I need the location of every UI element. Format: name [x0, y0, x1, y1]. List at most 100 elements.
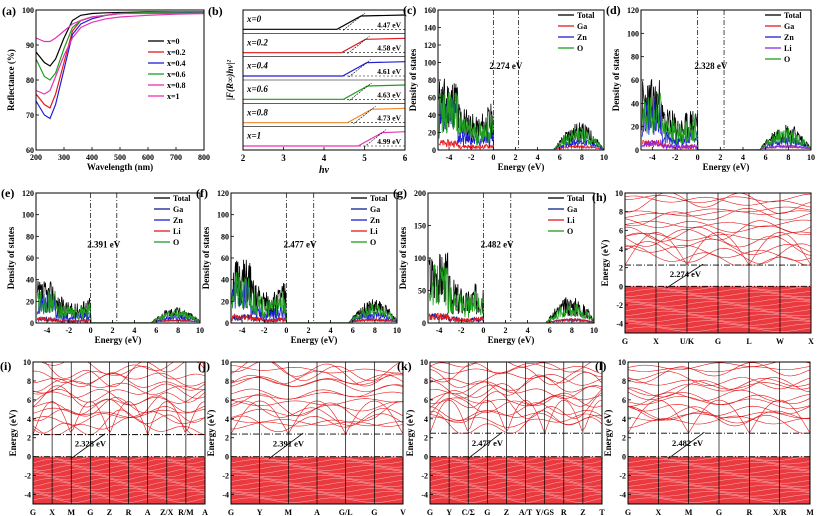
series-line-0	[35, 11, 204, 67]
x-tick-label: 0	[696, 153, 700, 162]
legend-entry: Li	[173, 227, 181, 236]
kpoint-label: G	[715, 337, 721, 346]
y-tick-label: -4	[421, 491, 428, 500]
x-tick-label: 8	[176, 326, 180, 335]
kpoint-label: Y	[257, 508, 263, 516]
panel-label: (g)	[393, 186, 407, 200]
x-tick-label: -2	[468, 153, 475, 162]
kpoint-label: A	[202, 508, 208, 516]
y-tick-label: 40	[428, 111, 436, 120]
x-axis-label: Energy (eV)	[703, 162, 750, 172]
x-tick-label: 300	[58, 153, 70, 162]
y-tick-label: 100	[414, 254, 426, 263]
y-tick-label: 0	[225, 319, 229, 328]
y-tick-label: 20	[221, 297, 229, 306]
tangent-line	[342, 12, 366, 31]
conduction-band	[32, 395, 206, 416]
valence-band	[429, 494, 603, 500]
band-gap-label: 2.391 eV	[273, 438, 305, 448]
panel-label: (e)	[1, 186, 14, 200]
band-gap-label: 2.328 eV	[75, 439, 107, 449]
conduction-band	[32, 409, 205, 435]
legend-entry: Ga	[173, 205, 183, 214]
panel-l: G X M G R X/R M 2.482 eV -4 -2 0 2 4 6 8 10 Energy (eV) (…	[595, 358, 814, 516]
kpoint-label: L	[746, 337, 751, 346]
y-axis-label: Density of states	[408, 48, 418, 111]
conduction-band	[32, 416, 206, 435]
legend-entry: x=0.8	[167, 81, 186, 90]
kpoint-label: W	[776, 337, 784, 346]
panel-j: G Y M A G/L G V 2.391 eV -4 -2 0 2 4 6 8 10 Energy (eV) (…	[198, 358, 406, 516]
y-tick-label: 4	[27, 415, 31, 424]
x-tick-label: 8	[580, 153, 584, 162]
y-tick-label: 2	[424, 434, 428, 443]
legend-entry: Total	[784, 11, 802, 20]
band-gap-label: 2.328 eV	[694, 61, 727, 71]
tangent-line	[353, 106, 376, 124]
y-tick-label: 150	[414, 222, 426, 231]
x-tick-label: 500	[114, 153, 126, 162]
valence-band	[32, 468, 206, 474]
panel-h: G X U/K G L W X 2.274 eV -4 -2 0 2 4 6 8 10 Energy (eV) (…	[592, 189, 814, 346]
x-tick-label: 6	[403, 153, 408, 163]
legend-entry: x=0.4	[167, 59, 186, 68]
kpoint-label: Y	[446, 508, 452, 516]
valence-band	[429, 455, 603, 461]
y-tick-label: 2	[225, 434, 229, 443]
kpoint-label: M	[806, 508, 814, 516]
y-tick-label: -2	[619, 472, 626, 481]
legend-entry: Ga	[784, 22, 794, 31]
panel-label: (c)	[403, 3, 416, 17]
y-tick-label: 6	[424, 396, 428, 405]
y-tick-label: 6	[619, 226, 623, 235]
legend-entry: Zn	[173, 216, 183, 225]
valence-band	[32, 481, 206, 487]
valence-band-block	[33, 456, 205, 504]
gap-arrow	[667, 431, 705, 459]
band-gap-label: 2.391 eV	[87, 240, 120, 250]
y-tick-label: 40	[26, 276, 34, 285]
x-tick-label: 8	[373, 326, 377, 335]
x-tick-label: 600	[142, 153, 154, 162]
conduction-band	[32, 385, 206, 418]
gap-value: 4.99 eV	[377, 137, 401, 146]
x-tick-label: 800	[198, 153, 210, 162]
x-tick-label: 2	[513, 153, 517, 162]
x-tick-label: -2	[261, 326, 268, 335]
valence-band	[429, 471, 603, 478]
series-line-4	[35, 12, 205, 95]
kpoint-label: G	[30, 508, 36, 516]
x-tick-label: 3	[281, 153, 286, 163]
x-tick-label: 2	[306, 326, 310, 335]
valence-band	[429, 478, 603, 484]
kpoint-label: U/K	[680, 337, 695, 346]
x-tick-label: 6	[764, 153, 768, 162]
kpoint-label: M	[685, 508, 693, 516]
gap-value: 4.61 eV	[377, 67, 401, 76]
valence-band	[32, 491, 206, 497]
y-axis-label: Reflectance (%)	[6, 49, 16, 111]
valence-band	[32, 475, 206, 481]
panel-label: (d)	[606, 3, 621, 17]
y-tick-label: 120	[22, 189, 34, 198]
tauc-curve-3	[243, 84, 406, 100]
x-tick-label: -4	[436, 326, 443, 335]
gap-value: 4.47 eV	[377, 20, 401, 29]
legend-entry: Zn	[784, 33, 794, 42]
conduction-band	[429, 375, 603, 399]
kpoint-label: G	[427, 508, 433, 516]
legend-entry: x=1	[167, 92, 180, 101]
conduction-band	[429, 402, 603, 421]
y-tick-label: 0	[635, 146, 639, 155]
valence-band	[429, 468, 603, 474]
x-tick-label: 5	[362, 153, 367, 163]
y-axis-label: |F(R∞)hv|²	[225, 60, 235, 100]
y-tick-label: 100	[424, 59, 436, 68]
y-tick-label: 4	[225, 415, 229, 424]
kpoint-label: R	[126, 508, 132, 516]
tauc-curve-0	[243, 14, 406, 30]
y-tick-label: 6	[27, 396, 31, 405]
